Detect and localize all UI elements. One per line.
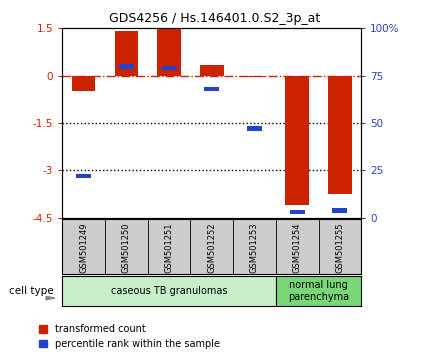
Bar	[243, 76, 266, 77]
Bar	[200, 65, 224, 76]
Text: GDS4256 / Hs.146401.0.S2_3p_at: GDS4256 / Hs.146401.0.S2_3p_at	[109, 12, 321, 25]
Bar	[157, 28, 181, 76]
Bar	[290, 210, 304, 215]
Bar	[76, 174, 91, 178]
Text: normal lung
parenchyma: normal lung parenchyma	[288, 280, 349, 302]
Legend: transformed count, percentile rank within the sample: transformed count, percentile rank withi…	[39, 324, 220, 349]
Text: cell type: cell type	[9, 286, 53, 296]
Bar	[332, 208, 347, 212]
Text: GSM501250: GSM501250	[122, 222, 131, 273]
Bar	[162, 66, 177, 70]
Bar	[247, 126, 262, 131]
Text: GSM501251: GSM501251	[165, 222, 174, 273]
Bar	[286, 76, 309, 205]
Text: GSM501249: GSM501249	[79, 222, 88, 273]
Text: GSM501252: GSM501252	[207, 222, 216, 273]
Text: caseous TB granulomas: caseous TB granulomas	[111, 286, 227, 296]
Text: GSM501253: GSM501253	[250, 222, 259, 273]
Bar	[204, 87, 219, 91]
Bar	[119, 64, 134, 69]
Bar	[328, 76, 352, 194]
Text: GSM501255: GSM501255	[335, 222, 344, 273]
Text: GSM501254: GSM501254	[293, 222, 302, 273]
Bar	[115, 32, 138, 76]
Polygon shape	[46, 296, 55, 300]
Bar	[72, 76, 95, 91]
